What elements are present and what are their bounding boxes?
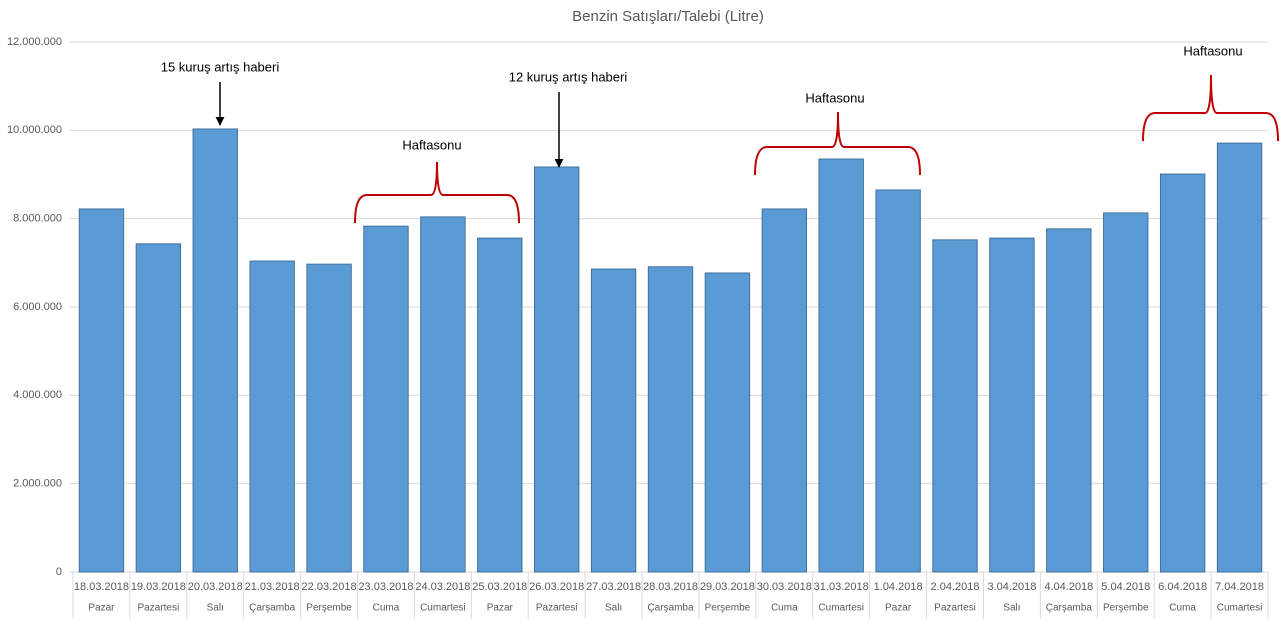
bar [818, 158, 864, 573]
y-tick-label: 12.000.000 [7, 36, 62, 48]
x-tick-label: 20.03.2018 [188, 581, 243, 593]
x-tick-sublabel: Perşembe [705, 603, 751, 614]
x-tick-label: 19.03.2018 [131, 581, 186, 593]
bar [306, 263, 352, 573]
x-tick-sublabel: Cuma [771, 603, 798, 614]
x-tick-sublabel: Çarşamba [1046, 603, 1093, 614]
bar [647, 266, 694, 573]
x-tick-label: 26.03.2018 [529, 581, 584, 593]
bar [192, 128, 238, 573]
x-tick-sublabel: Salı [1003, 603, 1020, 614]
bar [932, 239, 978, 573]
x-tick-sublabel: Çarşamba [647, 603, 694, 614]
annotation-brace [1142, 74, 1279, 142]
chart-title: Benzin Satışları/Talebi (Litre) [572, 8, 764, 25]
x-tick-label: 22.03.2018 [302, 581, 357, 593]
x-tick-sublabel: Pazartesi [138, 603, 180, 614]
bar [420, 216, 466, 573]
x-tick-sublabel: Cumartesi [1217, 603, 1263, 614]
annotation-text: 12 kuruş artış haberi [509, 69, 628, 84]
bar [1103, 212, 1149, 573]
x-tick-label: 25.03.2018 [472, 581, 527, 593]
x-tick-label: 24.03.2018 [415, 581, 470, 593]
x-tick-label: 31.03.2018 [814, 581, 869, 593]
x-tick-sublabel: Perşembe [306, 603, 352, 614]
x-tick-sublabel: Pazar [88, 603, 115, 614]
annotation-text: 15 kuruş artış haberi [161, 59, 280, 74]
bar [590, 268, 637, 573]
x-tick-label: 4.04.2018 [1044, 581, 1093, 593]
bar [135, 243, 182, 573]
annotation-text: Haftasonu [805, 90, 864, 105]
x-tick-sublabel: Salı [207, 603, 224, 614]
x-tick-label: 21.03.2018 [245, 581, 300, 593]
bar [875, 189, 921, 573]
x-tick-label: 23.03.2018 [358, 581, 413, 593]
x-tick-sublabel: Çarşamba [249, 603, 296, 614]
bar [533, 166, 580, 573]
x-tick-sublabel: Salı [605, 603, 622, 614]
annotation-brace [754, 111, 921, 176]
bar [1046, 228, 1092, 573]
x-tick-label: 1.04.2018 [874, 581, 923, 593]
x-tick-label: 29.03.2018 [700, 581, 755, 593]
x-tick-sublabel: Pazar [885, 603, 912, 614]
bar [1159, 173, 1206, 573]
bar [363, 225, 409, 573]
bar [78, 208, 125, 573]
x-tick-sublabel: Cuma [1169, 603, 1196, 614]
bar [249, 260, 295, 573]
x-tick-sublabel: Cumartesi [420, 603, 466, 614]
x-tick-sublabel: Pazartesi [536, 603, 578, 614]
x-tick-sublabel: Pazar [487, 603, 514, 614]
x-tick-sublabel: Cumartesi [818, 603, 864, 614]
x-tick-label: 28.03.2018 [643, 581, 698, 593]
y-tick-label: 6.000.000 [13, 301, 62, 313]
x-tick-label: 5.04.2018 [1101, 581, 1150, 593]
bar [1216, 142, 1263, 573]
y-tick-label: 10.000.000 [7, 124, 62, 136]
y-tick-label: 8.000.000 [13, 213, 62, 225]
x-tick-label: 3.04.2018 [987, 581, 1036, 593]
x-tick-sublabel: Pazartesi [934, 603, 976, 614]
bar [477, 237, 523, 573]
bar [989, 237, 1035, 573]
annotation-text: Haftasonu [402, 137, 461, 152]
y-tick-label: 2.000.000 [13, 478, 62, 490]
annotation-text: Haftasonu [1183, 43, 1242, 58]
x-tick-label: 18.03.2018 [74, 581, 129, 593]
x-tick-label: 30.03.2018 [757, 581, 812, 593]
x-tick-sublabel: Cuma [373, 603, 400, 614]
y-tick-label: 0 [56, 566, 62, 578]
x-tick-label: 27.03.2018 [586, 581, 641, 593]
x-tick-label: 6.04.2018 [1158, 581, 1207, 593]
x-tick-sublabel: Perşembe [1103, 603, 1149, 614]
bar [704, 272, 751, 573]
x-tick-label: 2.04.2018 [931, 581, 980, 593]
annotation-brace [354, 161, 520, 224]
x-tick-label: 7.04.2018 [1215, 581, 1264, 593]
y-tick-label: 4.000.000 [13, 389, 62, 401]
bar [761, 208, 808, 573]
